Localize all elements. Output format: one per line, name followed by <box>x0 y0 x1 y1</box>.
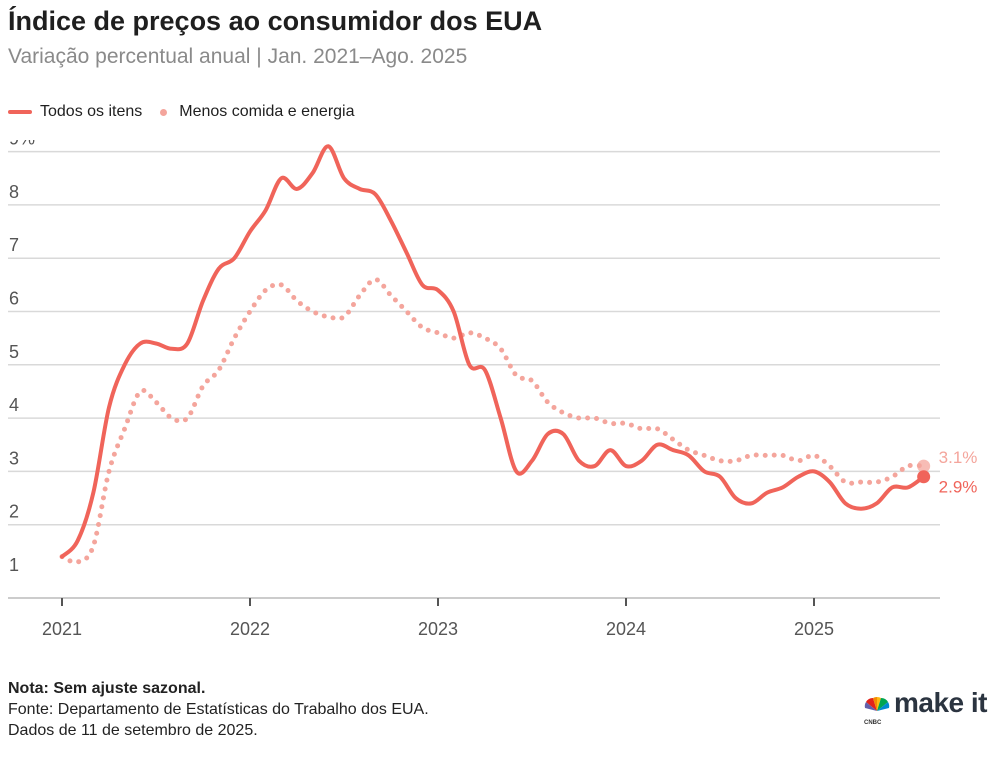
chart-subtitle: Variação percentual anual | Jan. 2021–Ag… <box>8 45 468 68</box>
y-tick-label: 3 <box>9 448 19 468</box>
brand-small-text: CNBC <box>864 720 882 726</box>
end-marker-core <box>917 459 931 473</box>
chart-title: Índice de preços ao consumidor dos EUA <box>8 6 543 36</box>
footer-notes: Nota: Sem ajuste sazonal. Fonte: Departa… <box>8 678 429 741</box>
x-tick-label: 2024 <box>606 619 646 639</box>
x-tick-label: 2025 <box>794 619 834 639</box>
legend-solid-line-swatch <box>8 110 32 114</box>
end-label-core: 3.1% <box>939 448 978 467</box>
y-tick-label: 2 <box>9 502 19 522</box>
end-marker-all-items <box>917 470 931 484</box>
y-tick-label: 7 <box>9 235 19 255</box>
legend-dot-swatch <box>160 108 168 116</box>
legend: Todos os itens Menos comida e energia <box>8 103 369 121</box>
series-line-all-items <box>60 144 926 559</box>
source-text: Fonte: Departamento de Estatísticas do T… <box>8 701 429 718</box>
note-text: Nota: Sem ajuste sazonal. <box>8 680 206 697</box>
y-tick-label: 5 <box>9 342 19 362</box>
x-axis: 2021 2022 2023 2024 2025 <box>8 597 940 639</box>
y-axis-ticks: 1 2 3 4 5 6 7 8 9% <box>9 140 35 575</box>
end-label-all-items: 2.9% <box>939 478 978 497</box>
series-line-core <box>59 277 927 565</box>
y-tick-label: 8 <box>9 182 19 202</box>
y-tick-label: 6 <box>9 289 19 309</box>
y-tick-label: 4 <box>9 395 19 415</box>
x-tick-label: 2023 <box>418 619 458 639</box>
brand-logo: CNBC make it <box>864 687 988 727</box>
line-chart: 1 2 3 4 5 6 7 8 9% 2021 2022 2023 2024 2025 3.1% 2.9% <box>8 140 977 639</box>
x-tick-label: 2022 <box>230 619 270 639</box>
legend-item-core: Menos comida e energia <box>156 103 355 121</box>
series-lines <box>59 144 927 565</box>
peacock-icon: CNBC <box>864 696 890 726</box>
brand-text: make it <box>894 687 988 718</box>
y-tick-label: 9% <box>9 140 35 149</box>
legend-label-core: Menos comida e energia <box>179 103 355 120</box>
end-markers: 3.1% 2.9% <box>917 448 977 497</box>
date-text: Dados de 11 de setembro de 2025. <box>8 722 258 739</box>
x-tick-label: 2021 <box>42 619 82 639</box>
gridlines <box>8 150 940 526</box>
legend-item-all-items: Todos os itens <box>8 103 142 121</box>
y-tick-label: 1 <box>9 555 19 575</box>
legend-label-all-items: Todos os itens <box>40 103 143 120</box>
